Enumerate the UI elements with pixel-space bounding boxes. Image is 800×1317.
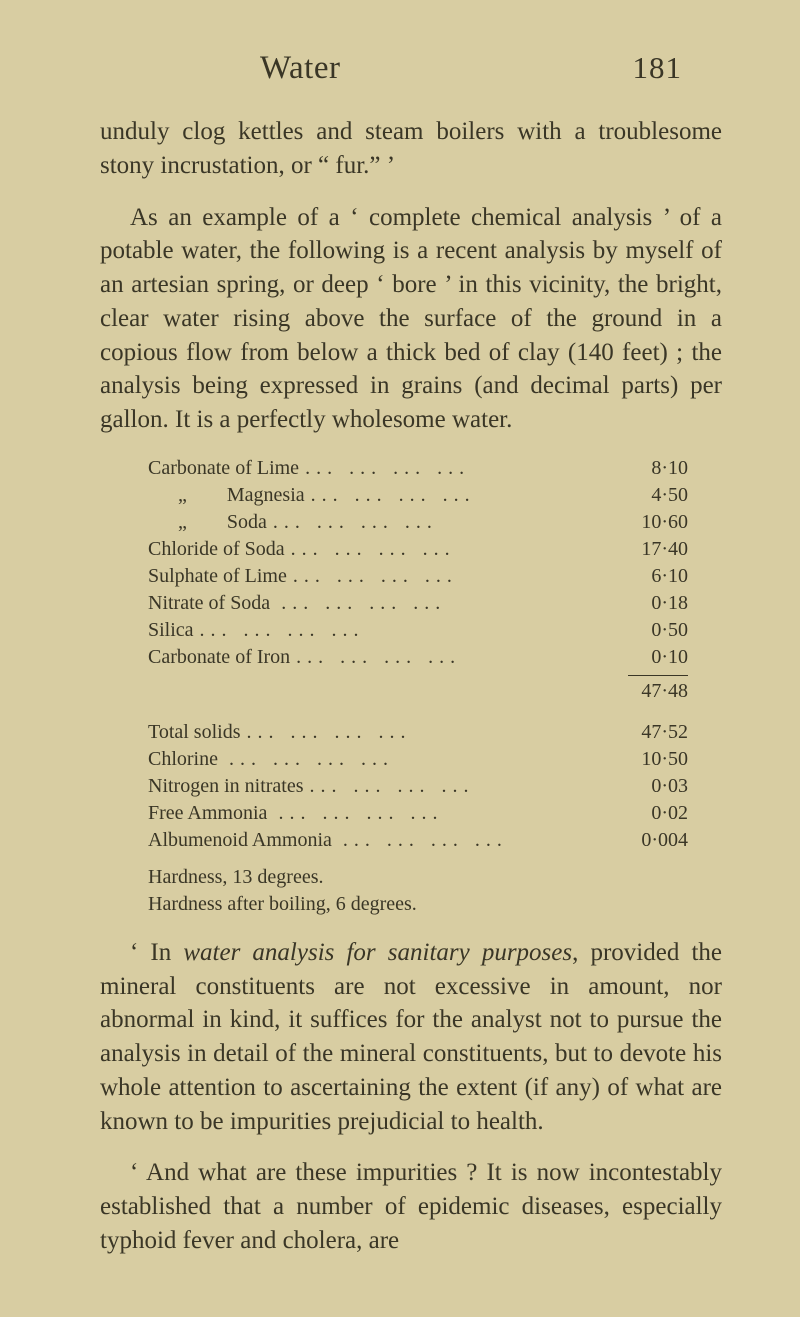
- hardness-line-2: Hardness after boiling, 6 degrees.: [148, 891, 722, 918]
- row-label: Albumenoid Ammonia: [148, 827, 337, 854]
- table-row: Albumenoid Ammonia ... ... ... ... 0·004: [148, 827, 688, 854]
- row-value: 8·10: [628, 455, 688, 482]
- row-value: 0·18: [628, 590, 688, 617]
- row-label: Nitrate of Soda: [148, 590, 275, 617]
- row-label: Chloride of Soda: [148, 536, 285, 563]
- table-row: Carbonate of Iron ... ... ... ... 0·10: [148, 644, 688, 671]
- row-label: „ Magnesia: [148, 482, 305, 509]
- hardness-line-1: Hardness, 13 degrees.: [148, 864, 722, 891]
- row-label: „ Soda: [148, 509, 267, 536]
- row-label: Total solids: [148, 719, 241, 746]
- row-value: 0·02: [628, 800, 688, 827]
- hardness-block: Hardness, 13 degrees. Hardness after boi…: [148, 864, 722, 918]
- leader-dots: ... ... ... ...: [281, 590, 622, 617]
- table-row: Total solids ... ... ... ... 47·52: [148, 719, 688, 746]
- paragraph-2: As an example of a ‘ complete chemical a…: [100, 201, 722, 437]
- paragraph-4: ‘ And what are these impurities ? It is …: [100, 1156, 722, 1257]
- row-value: 17·40: [628, 536, 688, 563]
- leader-dots: ... ... ... ...: [311, 482, 622, 509]
- row-value: 47·52: [628, 719, 688, 746]
- rule-row: [148, 671, 688, 678]
- row-label: Silica: [148, 617, 194, 644]
- page-number: 181: [633, 50, 683, 86]
- table-row: Chlorine ... ... ... ... 10·50: [148, 746, 688, 773]
- table-row: Nitrate of Soda ... ... ... ... 0·18: [148, 590, 688, 617]
- leader-dots: ... ... ... ...: [343, 827, 622, 854]
- row-value: 0·50: [628, 617, 688, 644]
- table-row: Chloride of Soda ... ... ... ... 17·40: [148, 536, 688, 563]
- paragraph-3: ‘ In water analysis for sanitary purpose…: [100, 936, 722, 1139]
- table-row: Sulphate of Lime ... ... ... ... 6·10: [148, 563, 688, 590]
- table-row: „ Magnesia ... ... ... ... 4·50: [148, 482, 688, 509]
- row-value: 10·60: [628, 509, 688, 536]
- row-value: 47·48: [628, 678, 688, 705]
- table-row: Nitrogen in nitrates ... ... ... ... 0·0…: [148, 773, 688, 800]
- paragraph-1: unduly clog kettles and steam boilers wi…: [100, 115, 722, 183]
- analysis-table-2: Total solids ... ... ... ... 47·52 Chlor…: [148, 719, 688, 854]
- row-label: Chlorine: [148, 746, 223, 773]
- row-value: 10·50: [628, 746, 688, 773]
- horizontal-rule: [628, 675, 688, 676]
- row-value: 0·10: [628, 644, 688, 671]
- table-row: „ Soda ... ... ... ... 10·60: [148, 509, 688, 536]
- row-label: Nitrogen in nitrates: [148, 773, 304, 800]
- row-value: 0·004: [628, 827, 688, 854]
- row-label: Carbonate of Iron: [148, 644, 290, 671]
- leader-dots: ... ... ... ...: [305, 455, 622, 482]
- leader-dots: ... ... ... ...: [200, 617, 622, 644]
- leader-dots: ... ... ... ...: [278, 800, 622, 827]
- row-label: Free Ammonia: [148, 800, 272, 827]
- row-label: Carbonate of Lime: [148, 455, 299, 482]
- row-label: Sulphate of Lime: [148, 563, 287, 590]
- page: Water 181 unduly clog kettles and steam …: [0, 0, 800, 1317]
- row-value: 6·10: [628, 563, 688, 590]
- row-value: 0·03: [628, 773, 688, 800]
- row-value: 4·50: [628, 482, 688, 509]
- table-row: Carbonate of Lime ... ... ... ... 8·10: [148, 455, 688, 482]
- p3-prefix: ‘ In: [130, 939, 183, 966]
- running-header: Water 181: [100, 50, 722, 87]
- table-total-row: 47·48: [148, 678, 688, 705]
- leader-dots: ... ... ... ...: [273, 509, 622, 536]
- leader-dots: ... ... ... ...: [296, 644, 622, 671]
- table-row: Silica ... ... ... ... 0·50: [148, 617, 688, 644]
- leader-dots: ... ... ... ...: [293, 563, 622, 590]
- table-row: Free Ammonia ... ... ... ... 0·02: [148, 800, 688, 827]
- header-title: Water: [260, 50, 340, 87]
- p3-italic: water analysis for sanitary purposes: [183, 939, 572, 966]
- analysis-table-1: Carbonate of Lime ... ... ... ... 8·10 „…: [148, 455, 688, 705]
- leader-dots: ... ... ... ...: [229, 746, 622, 773]
- leader-dots: ... ... ... ...: [247, 719, 623, 746]
- leader-dots: ... ... ... ...: [310, 773, 622, 800]
- p3-rest: , provided the mineral constituents are …: [100, 939, 722, 1135]
- leader-dots: ... ... ... ...: [291, 536, 622, 563]
